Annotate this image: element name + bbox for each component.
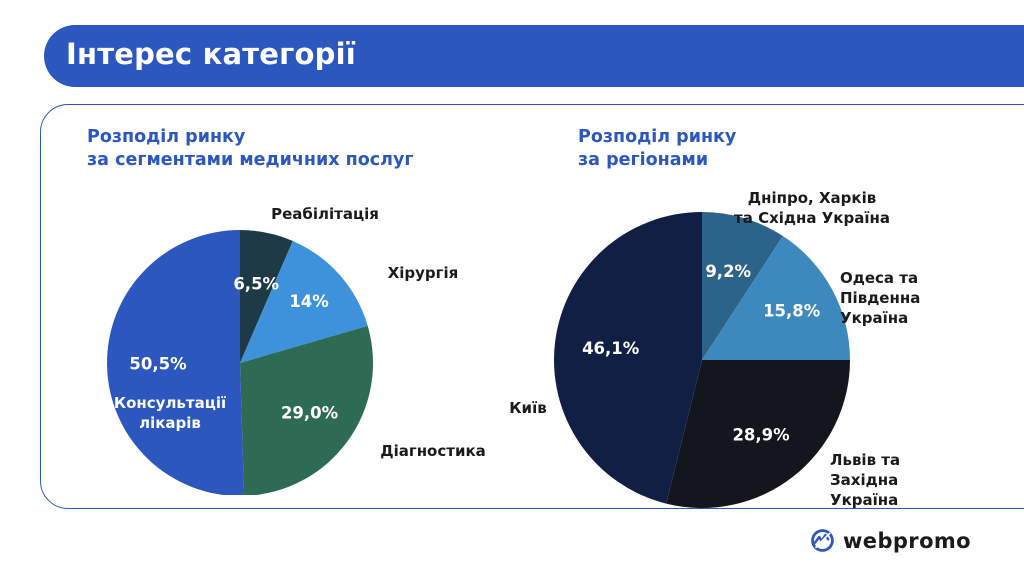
pie-category-label: Україна — [840, 309, 908, 327]
pie-slice-percentage: 46,1% — [582, 339, 640, 358]
pie-category-label: та Східна Україна — [734, 209, 890, 227]
page-title: Інтерес категорії — [66, 37, 356, 71]
left-pie-slices — [107, 230, 373, 495]
pie-slice-percentage: 9,2% — [705, 262, 751, 281]
pie-category-label: Південна — [840, 289, 920, 307]
pie-slice-percentage: 14% — [289, 292, 329, 311]
pie-slice — [240, 240, 368, 363]
pie-slice-inner-label: Консультації — [114, 394, 226, 412]
pie-category-label: Західна — [830, 471, 898, 489]
pie-category-label: Реабілітація — [271, 205, 379, 223]
pie-category-label: Львів та — [830, 451, 900, 469]
pie-slice — [666, 360, 850, 509]
pie-slice — [240, 325, 373, 495]
pie-slice — [240, 230, 293, 363]
market-by-region-pie-chart: 9,2% 15,8% 28,9% 46,1% Дніпро, Харків та Схі… — [509, 189, 920, 509]
left-pie-category-labels: Реабілітація Хірургія Діагностика — [271, 205, 486, 460]
market-by-service-segment-pie-chart: 6,5% 14% 29,0% 50,5% Консультації лікарів Реа… — [107, 205, 486, 495]
pie-slice-percentage: 50,5% — [129, 354, 187, 373]
header-bar — [44, 25, 1024, 87]
right-pie-category-labels: Дніпро, Харків та Східна Україна Одеса та П… — [509, 189, 920, 509]
pie-category-label: Україна — [830, 491, 898, 509]
pie-slice-percentage: 6,5% — [233, 275, 279, 294]
pie-slice — [702, 236, 850, 360]
webpromo-logo[interactable]: webpromo — [810, 528, 971, 553]
right-chart-title: Розподіл ринку за регіонами — [578, 127, 737, 171]
pie-category-label: Діагностика — [380, 442, 486, 460]
right-pie-value-labels: 9,2% 15,8% 28,9% 46,1% — [582, 262, 821, 445]
webpromo-logo-icon — [811, 529, 834, 552]
pie-slice — [702, 212, 783, 360]
pie-slice-percentage: 28,9% — [732, 426, 790, 445]
pie-slice-percentage: 29,0% — [281, 404, 339, 423]
pie-category-label: Одеса та — [840, 269, 918, 287]
logo-wordmark: webpromo — [843, 528, 972, 553]
right-pie-slices — [554, 212, 850, 509]
pie-category-label: Дніпро, Харків — [748, 189, 876, 207]
pie-category-label: Київ — [509, 399, 546, 417]
pie-slice — [107, 230, 245, 495]
pie-slice — [554, 212, 702, 504]
left-pie-value-labels: 6,5% 14% 29,0% 50,5% Консультації лікарів — [114, 275, 339, 432]
pie-slice-percentage: 15,8% — [763, 301, 821, 320]
pie-slice-inner-label: лікарів — [139, 414, 201, 432]
left-chart-title: Розподіл ринку за сегментами медичних по… — [87, 127, 414, 171]
pie-category-label: Хірургія — [388, 264, 459, 282]
